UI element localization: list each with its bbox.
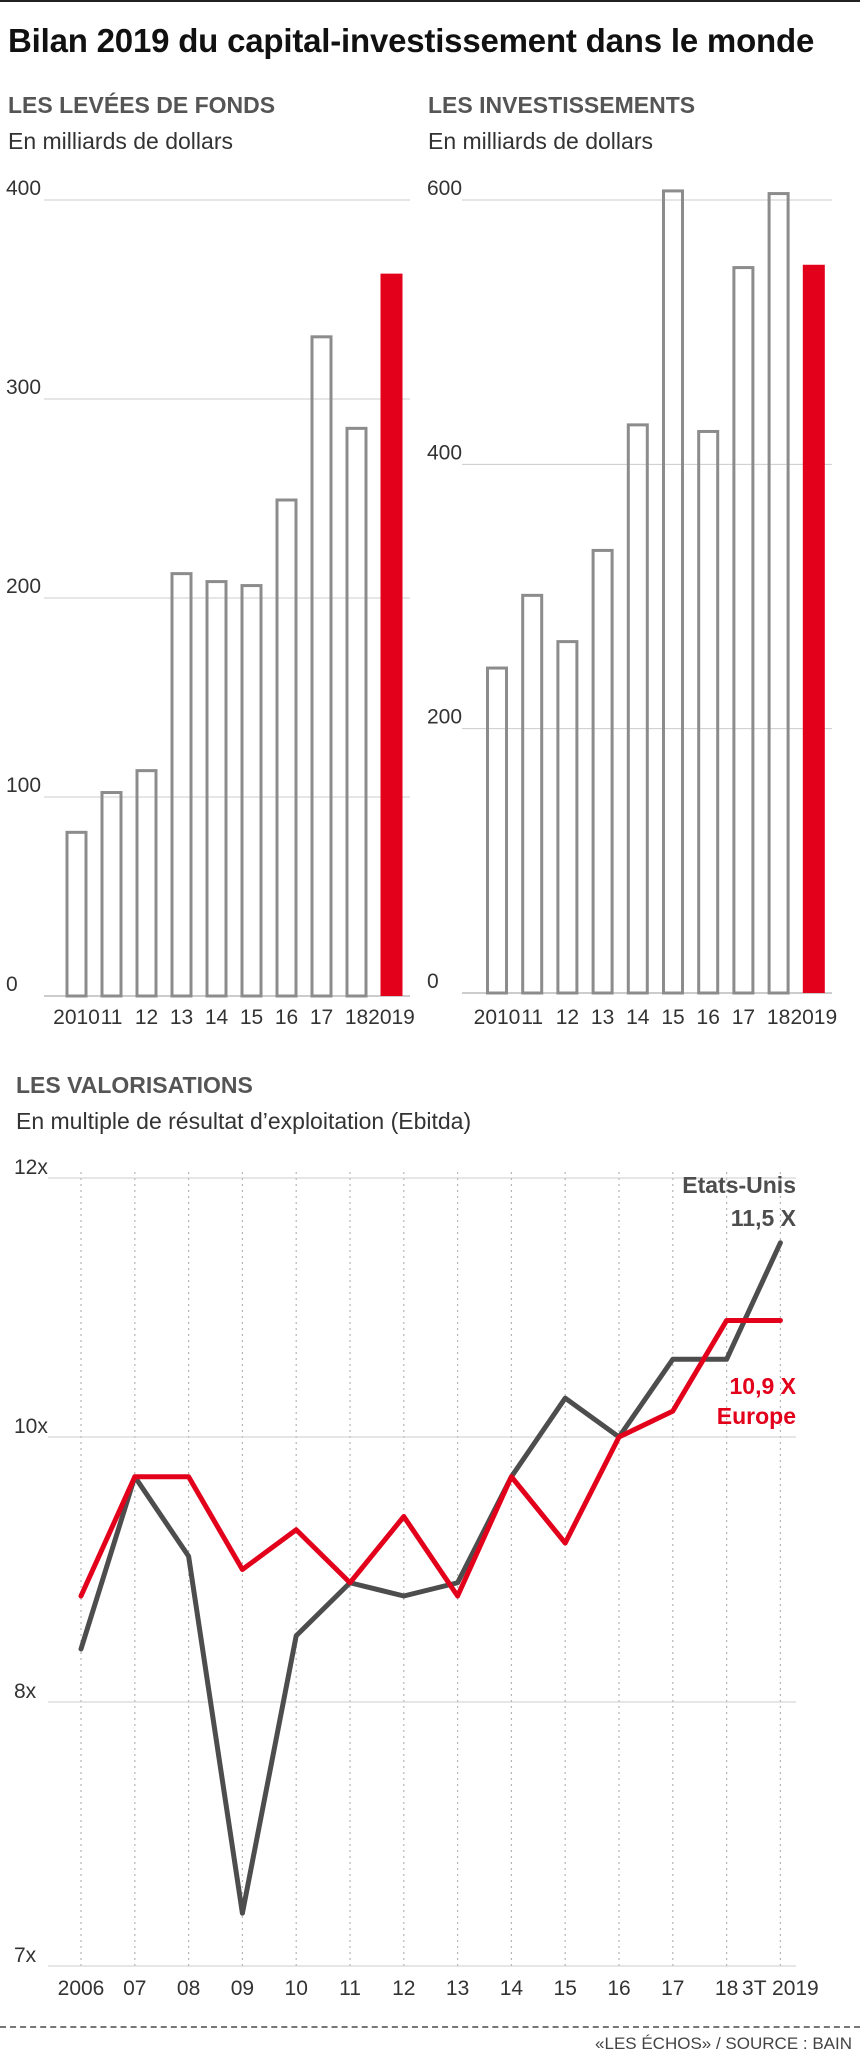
investments-title: LES INVESTISSEMENTS <box>428 92 696 118</box>
fundraising-xtick-label: 12 <box>135 1006 158 1029</box>
etats-unis-value-label: 11,5 X <box>731 1205 797 1231</box>
valuations-xtick-label: 3T 2019 <box>742 1977 819 2000</box>
valuations-ytick-label: 12x <box>14 1156 48 1179</box>
investments-xtick-label: 11 <box>521 1006 543 1029</box>
fundraising-ytick-label: 200 <box>6 575 41 598</box>
investments-xtick-label: 2010 <box>474 1006 521 1029</box>
fundraising-bar-2010 <box>65 830 88 998</box>
fundraising-xtick-label: 2010 <box>53 1006 100 1029</box>
fundraising-bar-11 <box>100 791 123 998</box>
fundraising-xtick-label: 2019 <box>368 1006 415 1029</box>
investments-subtitle: En milliards de dollars <box>428 128 653 154</box>
valuations-xtick-label: 16 <box>607 1977 630 2000</box>
investments-bar-11 <box>521 593 544 995</box>
fundraising-xtick-label: 15 <box>240 1006 263 1029</box>
valuations-xtick-label: 12 <box>392 1977 415 2000</box>
bottom-rule <box>0 2026 860 2028</box>
valuations-xtick-label: 09 <box>231 1977 254 2000</box>
investments-bar-16 <box>697 429 720 995</box>
top-rule <box>0 0 860 2</box>
investments-bar-13 <box>591 548 614 995</box>
fundraising-bar-13 <box>170 572 193 998</box>
investments-xtick-label: 18 <box>767 1006 790 1029</box>
valuations-xtick-label: 07 <box>123 1977 146 2000</box>
fundraising-bar-16 <box>275 498 298 998</box>
fundraising-xtick-label: 11 <box>101 1006 123 1029</box>
valuations-xtick-label: 18 <box>715 1977 738 2000</box>
valuations-xtick-label: 15 <box>554 1977 577 2000</box>
investments-xtick-label: 17 <box>732 1006 755 1029</box>
investments-bar-chart: 0 200 400 600 2010 11 12 13 14 15 16 17 18 2019 <box>427 177 837 1029</box>
fundraising-xtick-label: 17 <box>310 1006 333 1029</box>
investments-xtick-label: 16 <box>697 1006 720 1029</box>
investments-bar-12 <box>556 640 579 995</box>
etats-unis-label: Etats-Unis <box>682 1172 796 1198</box>
fundraising-ytick-label: 300 <box>6 376 41 399</box>
investments-xtick-label: 13 <box>591 1006 614 1029</box>
fundraising-xtick-label: 16 <box>275 1006 298 1029</box>
europe-label: Europe <box>717 1403 796 1429</box>
valuations-ytick-label: 8x <box>14 1680 37 1703</box>
investments-bar-2010 <box>486 666 508 995</box>
investments-ytick-label: 0 <box>427 970 439 993</box>
valuations-xtick-label: 11 <box>339 1977 361 2000</box>
fundraising-ytick-label: 400 <box>6 177 41 200</box>
valuations-xtick-label: 10 <box>285 1977 308 2000</box>
series-line-etats-unis <box>78 1240 783 1916</box>
valuations-ytick-label: 7x <box>14 1944 37 1967</box>
valuations-ytick-label: 10x <box>14 1415 48 1438</box>
page-title: Bilan 2019 du capital-investissement dan… <box>8 22 815 59</box>
fundraising-bar-2019 <box>380 273 403 996</box>
fundraising-ytick-label: 100 <box>6 774 41 797</box>
investments-bar-14 <box>626 423 649 995</box>
investments-xtick-label: 14 <box>626 1006 650 1029</box>
valuations-title: LES VALORISATIONS <box>16 1072 253 1098</box>
investments-bar-15 <box>662 189 684 995</box>
fundraising-title: LES LEVÉES DE FONDS <box>8 92 276 118</box>
valuations-subtitle: En multiple de résultat d’exploitation (… <box>16 1108 472 1134</box>
fundraising-xtick-label: 18 <box>345 1006 368 1029</box>
fundraising-bar-17 <box>310 335 333 998</box>
valuations-xtick-label: 13 <box>446 1977 469 2000</box>
investments-xtick-label: 12 <box>556 1006 579 1029</box>
valuations-line-chart: 7x 8x 10x 12x 2006 07 08 09 10 11 12 13 14 15 16 17 18 3T… <box>14 1156 819 2000</box>
source-credit: «LES ÉCHOS» / SOURCE : BAIN <box>595 2034 852 2053</box>
investments-ytick-label: 400 <box>427 441 462 464</box>
investments-bar-2019 <box>802 264 825 993</box>
investments-ytick-label: 600 <box>427 177 462 200</box>
fundraising-bar-12 <box>135 769 158 998</box>
fundraising-bar-18 <box>345 426 368 998</box>
fundraising-subtitle: En milliards de dollars <box>8 128 233 154</box>
investments-bar-18 <box>767 192 790 995</box>
valuations-xtick-label: 14 <box>500 1977 524 2000</box>
fundraising-ytick-label: 0 <box>6 973 18 996</box>
fundraising-bar-14 <box>205 580 228 998</box>
fundraising-bar-15 <box>240 584 263 998</box>
fundraising-xtick-label: 13 <box>170 1006 193 1029</box>
valuations-xtick-label: 17 <box>661 1977 684 2000</box>
fundraising-xtick-label: 14 <box>205 1006 229 1029</box>
fundraising-bar-chart: 0 100 200 300 400 2010 11 12 13 14 15 16 17 18 2019 <box>6 177 415 1029</box>
investments-xtick-label: 2019 <box>790 1006 837 1029</box>
investments-bar-17 <box>732 266 755 995</box>
europe-value-label: 10,9 X <box>730 1373 797 1399</box>
investments-ytick-label: 200 <box>427 706 462 729</box>
valuations-xtick-label: 2006 <box>58 1977 105 2000</box>
valuations-xtick-label: 08 <box>177 1977 200 2000</box>
investments-xtick-label: 15 <box>661 1006 684 1029</box>
series-line-europe <box>78 1317 783 1599</box>
